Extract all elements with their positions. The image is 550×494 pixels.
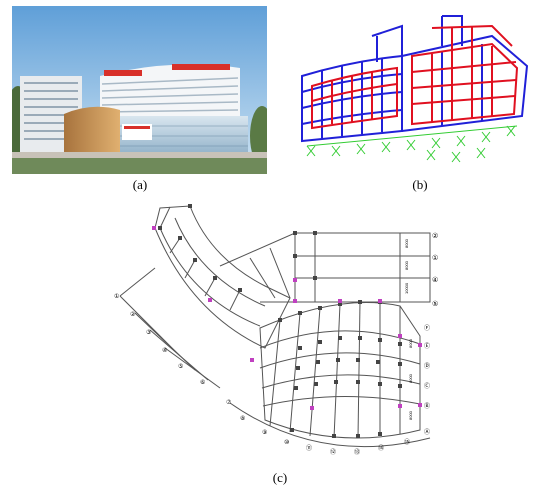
axis-label-right-1: ① [432,254,438,262]
axis-label-lower-4: Ⓑ [424,402,430,410]
dimension-label-5: 8000 [408,410,413,420]
axis-label-lower-2: Ⓓ [424,362,430,370]
axis-label-bottom-5: ⑬ [354,448,360,456]
axis-label-lower-3: Ⓒ [424,382,430,390]
axis-label-left-0: ① [114,293,119,300]
dimension-label-1: 8000 [404,260,409,270]
dimension-label-4: 8000 [408,373,413,383]
axis-label-right-0: ② [432,233,438,240]
axis-label-right-3: ⑤ [432,300,438,308]
axis-label-bottom-6: ⑭ [378,444,384,452]
axis-label-lower-0: Ⓕ [424,324,430,332]
axis-label-left-3: ④ [162,347,167,354]
axis-label-bottom-7: ⑮ [404,438,410,446]
axis-label-bottom-2: ⑩ [284,439,289,446]
axis-label-bottom-0: ⑧ [240,415,245,422]
axis-label-left-5: ⑥ [200,379,205,386]
axis-label-lower-5: Ⓐ [424,428,430,436]
dimension-label-3: 8000 [408,338,413,348]
axis-label-bottom-3: ⑪ [306,444,312,452]
caption-c: (c) [272,470,288,485]
building-rendering-image [12,6,267,174]
axis-label-left-4: ⑤ [178,363,183,370]
caption-a: (a) [132,177,148,192]
dimension-label-2: 10000 [404,282,409,294]
axis-label-lower-1: Ⓔ [424,342,430,350]
axis-label-left-6: ⑦ [226,399,232,406]
axis-label-left-2: ③ [146,329,151,336]
axis-label-bottom-4: ⑫ [330,448,336,456]
floor-plan-image: ② ① ④ ⑤ Ⓕ Ⓔ Ⓓ Ⓒ Ⓑ Ⓐ ① ② ③ ④ ⑤ ⑥ ⑦ ⑧ ⑨ ⑩ … [114,204,438,456]
axis-label-right-2: ④ [432,276,438,284]
axis-label-bottom-1: ⑨ [262,429,267,436]
caption-b: (b) [412,177,428,192]
dimension-label-0: 8000 [404,238,409,248]
structural-model-image [301,15,529,163]
axis-label-left-1: ② [130,311,136,318]
